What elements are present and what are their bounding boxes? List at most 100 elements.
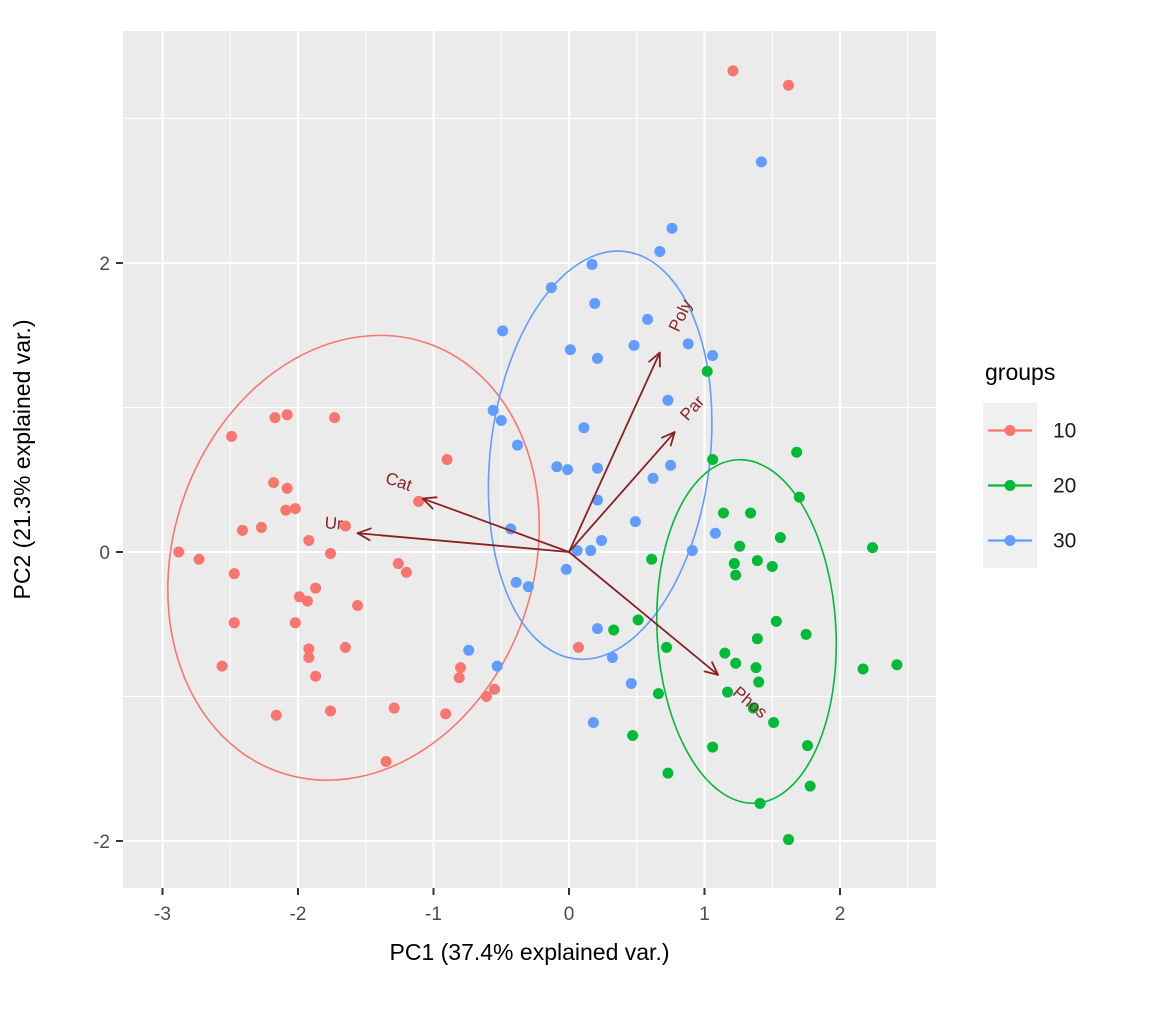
data-point-group30	[654, 245, 666, 257]
data-point-group10	[400, 566, 412, 578]
data-point-group10	[440, 708, 452, 720]
y-axis-title: PC2 (21.3% explained var.)	[9, 320, 35, 600]
data-point-group20	[791, 446, 803, 458]
loading-arrow-phos	[568, 551, 719, 676]
data-point-group30	[497, 325, 509, 337]
loading-arrowhead-phos	[703, 670, 719, 676]
data-point-group20	[751, 555, 763, 567]
loading-arrowhead-poly	[648, 351, 661, 363]
data-point-group10	[268, 477, 280, 489]
data-point-group20	[728, 558, 740, 570]
data-point-group20	[747, 702, 759, 714]
data-point-group20	[793, 491, 805, 503]
data-point-group10	[303, 534, 315, 546]
data-point-group20	[707, 741, 719, 753]
data-point-group30	[522, 581, 534, 593]
data-point-group20	[707, 454, 719, 466]
data-point-group10	[255, 521, 267, 533]
data-point-group10	[270, 709, 282, 721]
data-point-group20	[734, 540, 746, 552]
data-point-group20	[661, 641, 673, 653]
data-point-group30	[628, 339, 640, 351]
data-point-group10	[193, 553, 205, 565]
data-point-group20	[800, 628, 812, 640]
data-point-group30	[551, 461, 563, 473]
data-point-group10	[572, 641, 584, 653]
data-point-group30	[625, 677, 637, 689]
data-point-group10	[289, 617, 301, 629]
data-point-group30	[487, 404, 499, 416]
data-point-group20	[891, 659, 903, 671]
data-point-group30	[578, 422, 590, 434]
x-tick-label: -1	[425, 904, 442, 925]
confidence-ellipse-group30	[487, 250, 713, 661]
loading-arrowhead-par	[660, 431, 676, 439]
data-point-group20	[632, 614, 644, 626]
data-point-group20	[646, 553, 658, 565]
loading-arrowhead-ur	[356, 527, 372, 535]
data-point-group10	[329, 412, 341, 424]
data-point-group10	[783, 79, 795, 91]
data-point-group10	[303, 651, 315, 663]
data-point-group10	[339, 520, 351, 532]
loading-arrowhead-phos	[711, 661, 719, 676]
data-point-group30	[709, 527, 721, 539]
data-point-group20	[766, 560, 778, 572]
data-point-group10	[269, 412, 281, 424]
loading-arrowhead-ur	[356, 532, 371, 542]
data-point-group30	[755, 156, 767, 168]
data-point-group10	[301, 595, 313, 607]
legend-key-point	[1004, 535, 1016, 546]
data-point-group10	[281, 482, 293, 494]
y-tick-label: 0	[99, 543, 110, 564]
legend-entry-label: 20	[1053, 475, 1076, 498]
legend-entry-label: 30	[1053, 530, 1076, 553]
data-point-group10	[392, 558, 404, 570]
data-point-group10	[480, 691, 492, 702]
data-point-group10	[173, 546, 185, 558]
data-point-group20	[701, 365, 713, 377]
data-point-group10	[281, 409, 293, 421]
data-point-group20	[783, 834, 795, 846]
data-point-group20	[730, 657, 742, 669]
data-point-group30	[510, 576, 522, 588]
data-point-group30	[562, 464, 574, 476]
legend-key-point	[1004, 425, 1016, 436]
data-point-group10	[236, 524, 248, 536]
x-axis-title: PC1 (37.4% explained var.)	[390, 939, 670, 965]
data-point-group20	[754, 797, 766, 809]
data-point-group10	[455, 662, 467, 674]
data-point-group20	[804, 780, 816, 792]
loading-arrowhead-cat	[421, 496, 438, 500]
loading-arrowhead-par	[669, 431, 676, 447]
data-point-group30	[629, 516, 641, 528]
data-point-group10	[413, 495, 425, 507]
data-point-group10	[453, 672, 465, 684]
loading-arrowhead-cat	[421, 497, 434, 510]
data-point-group30	[589, 297, 601, 309]
data-point-group10	[310, 582, 322, 594]
x-tick-label: 2	[835, 904, 846, 925]
data-point-group30	[591, 623, 603, 635]
data-point-group30	[642, 313, 654, 325]
data-point-group10	[228, 568, 240, 580]
data-point-group10	[441, 454, 453, 466]
data-point-group10	[380, 756, 392, 768]
data-point-group30	[564, 344, 576, 356]
data-point-group30	[606, 651, 618, 663]
loading-label-ur: Ur	[324, 513, 344, 534]
data-point-group20	[730, 569, 742, 581]
data-point-group10	[352, 599, 364, 611]
data-point-group30	[585, 545, 597, 557]
data-point-group10	[226, 430, 238, 442]
data-point-group30	[707, 349, 719, 361]
data-point-group20	[662, 767, 674, 779]
x-tick-label: 1	[699, 904, 710, 925]
data-point-group20	[857, 663, 869, 675]
data-point-group10	[727, 65, 739, 77]
legend-key-point	[1004, 480, 1016, 491]
data-point-group30	[571, 545, 583, 557]
confidence-ellipse-group10	[167, 334, 541, 781]
data-point-group20	[801, 740, 813, 752]
